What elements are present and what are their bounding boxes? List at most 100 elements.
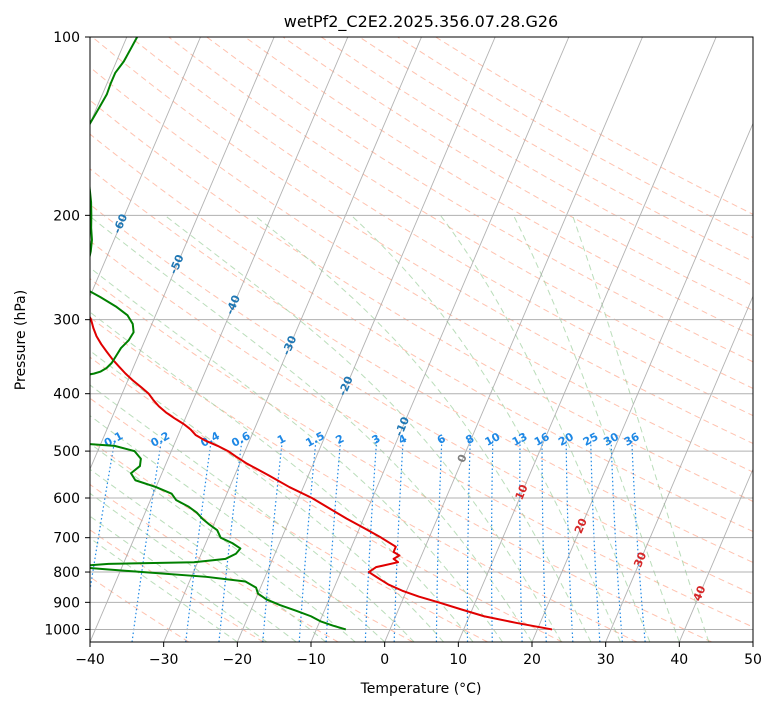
mixing-ratio-line	[90, 440, 116, 594]
dry-adiabat	[90, 99, 753, 502]
mixing-ratio-label: 10	[483, 430, 503, 449]
x-tick-label: −10	[296, 652, 326, 668]
moist-adiabat	[440, 215, 651, 642]
plot-frame	[89, 36, 754, 643]
x-tick-label: 0	[380, 652, 389, 668]
mixing-ratio-line	[565, 440, 574, 642]
chart-title: wetPf2_C2E2.2025.356.07.28.G26	[284, 12, 558, 32]
moist-adiabat	[90, 350, 444, 642]
mixing-ratio-line	[298, 440, 317, 642]
y-axis-label: Pressure (hPa)	[13, 290, 29, 390]
mixing-ratio-line	[393, 440, 404, 642]
moist-adiabat	[350, 214, 621, 642]
dry-adiabat	[168, 37, 753, 389]
x-tick-label: 40	[670, 652, 688, 668]
dry-adiabat	[90, 529, 264, 642]
temperature-line	[90, 315, 553, 631]
isoline-labels: 0.1 0.2 0.4 0.6 1 1.5 2 3 4 6 8 10 13 16 20 25 30 36-60-5…	[102, 212, 709, 603]
moist-adiabat	[90, 215, 533, 642]
moist-adiabat	[90, 384, 415, 642]
mixing-ratio-line	[631, 440, 646, 642]
dry-adiabat	[90, 278, 712, 642]
dry-adiabat	[90, 316, 638, 642]
dry-adiabat	[90, 240, 753, 628]
isotherm-label: 30	[631, 550, 649, 569]
dry-adiabat	[91, 37, 753, 445]
moist-adiabat	[572, 215, 710, 642]
mixing-ratio-label: 20	[556, 430, 576, 449]
y-tick-label: 200	[53, 208, 80, 224]
moist-adiabat	[254, 214, 592, 642]
dewpoint-line	[90, 37, 347, 631]
isotherm-line	[90, 37, 201, 298]
dry-adiabat	[90, 203, 753, 595]
y-tick-label: 900	[53, 595, 80, 611]
pressure-grid	[90, 37, 753, 630]
mixing-ratio-line	[325, 440, 342, 642]
mixing-ratio-label: 16	[532, 430, 552, 449]
isotherm-line	[90, 37, 275, 471]
y-tick-label: 700	[53, 531, 80, 547]
x-tick-label: −40	[75, 652, 105, 668]
mixing-ratio-line	[364, 440, 378, 642]
isotherm-line	[163, 37, 422, 642]
moist-adiabat	[90, 311, 474, 642]
isotherm-label: 20	[572, 516, 590, 535]
mixing-ratio-line	[610, 440, 623, 642]
isotherm-line	[384, 37, 643, 642]
isotherm-line	[90, 37, 349, 642]
mixing-ratio-label: 36	[622, 430, 642, 449]
dry-adiabat	[282, 37, 753, 312]
mixing-ratio-line	[218, 440, 243, 642]
x-tick-label: 30	[597, 652, 615, 668]
x-tick-label: 20	[523, 652, 541, 668]
isotherm-line	[310, 37, 570, 642]
mixing-ratio-line	[541, 440, 547, 642]
moist-adiabat	[164, 214, 562, 642]
mixing-ratio-line	[185, 440, 212, 642]
y-tick-label: 300	[53, 313, 80, 329]
isotherm-line	[678, 467, 753, 642]
x-axis-label: Temperature (°C)	[360, 681, 482, 697]
moist-adiabat	[90, 415, 386, 642]
isotherm-line	[531, 122, 753, 642]
y-tick-label: 800	[53, 565, 80, 581]
y-tick-label: 100	[53, 30, 80, 46]
moist-adiabat	[513, 215, 680, 642]
isotherm-line	[236, 37, 496, 642]
moist-adiabat	[90, 537, 238, 642]
mixing-ratio-line	[466, 440, 471, 642]
x-tick-label: −30	[149, 652, 179, 668]
dry-adiabat	[244, 37, 753, 337]
dry-adiabat	[90, 356, 563, 642]
y-tick-label: 1000	[44, 622, 80, 638]
profile-series	[90, 37, 553, 631]
moist-adiabat	[90, 492, 297, 642]
mixing-ratio-label: 30	[601, 430, 621, 449]
mixing-ratio-line	[435, 440, 443, 642]
mixing-ratio-line	[590, 440, 601, 642]
moist-adiabat	[90, 515, 268, 642]
mixing-ratio-line	[519, 440, 523, 642]
isotherm-line	[605, 295, 753, 642]
isotherm-line	[457, 37, 717, 642]
y-tick-label: 400	[53, 387, 80, 403]
isotherm-label: 10	[513, 482, 531, 501]
mixing-ratio-line	[262, 440, 283, 642]
moist-adiabat	[90, 442, 356, 642]
moist-adiabat	[90, 267, 503, 642]
mixing-ratio-label: 25	[581, 430, 601, 449]
dry-adiabat	[90, 133, 753, 533]
x-tick-label: −20	[223, 652, 253, 668]
x-tick-label: 50	[744, 652, 762, 668]
mixing-ratio-label: 13	[510, 430, 530, 449]
x-tick-label: 10	[449, 652, 467, 668]
y-tick-label: 600	[53, 491, 80, 507]
dry-adiabat	[130, 37, 753, 417]
axes: −40 −30 −20 −10 0 10 20 30 40 50 100 200 300 400 500 60…	[44, 30, 762, 668]
y-tick-label: 500	[53, 444, 80, 460]
isotherm-label: 40	[691, 583, 709, 602]
